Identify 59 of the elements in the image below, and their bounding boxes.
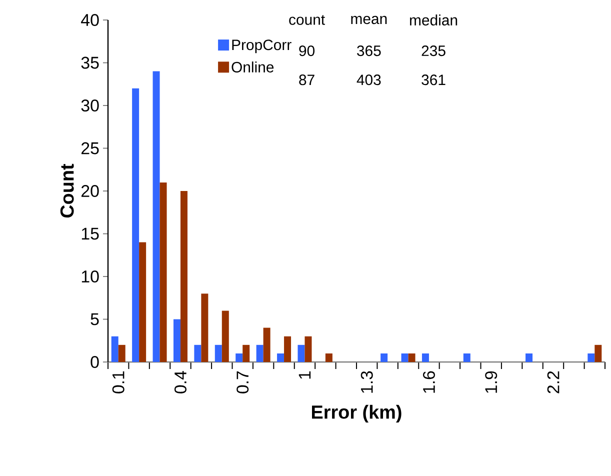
y-tick-label: 0 bbox=[90, 356, 99, 368]
annotation: 235 bbox=[422, 45, 446, 56]
bar bbox=[380, 353, 388, 362]
bar bbox=[401, 353, 408, 362]
bar bbox=[298, 344, 305, 362]
x-tick-label: 2.2 bbox=[547, 371, 560, 394]
bar bbox=[242, 344, 250, 362]
bar bbox=[422, 353, 429, 362]
x-tick-label: 1.3 bbox=[360, 371, 373, 393]
x-axis-title: Error (km) bbox=[312, 404, 402, 423]
y-tick-label: 20 bbox=[82, 185, 99, 197]
bar bbox=[160, 182, 167, 362]
bar bbox=[284, 336, 292, 362]
bar bbox=[139, 242, 146, 362]
y-tick-label: 30 bbox=[81, 100, 99, 112]
x-tick-label: 0.7 bbox=[236, 371, 249, 394]
bar bbox=[236, 353, 243, 362]
annotation: 403 bbox=[356, 74, 381, 86]
bar bbox=[277, 353, 284, 362]
bar bbox=[222, 310, 229, 362]
x-tick-label: 1.9 bbox=[485, 371, 498, 393]
y-tick-label: 25 bbox=[82, 142, 99, 154]
y-tick-label: 10 bbox=[82, 270, 99, 283]
bar bbox=[325, 353, 332, 362]
legend-label: Online bbox=[232, 61, 274, 72]
x-tick-label: 0.4 bbox=[174, 371, 186, 394]
bar bbox=[256, 344, 264, 362]
x-tick-label: 0.1 bbox=[112, 371, 124, 394]
bar bbox=[214, 344, 222, 362]
bar bbox=[594, 344, 602, 362]
y-tick-label: 5 bbox=[90, 313, 99, 326]
y-tick-label: 15 bbox=[82, 228, 99, 240]
bar bbox=[526, 353, 533, 362]
legend-label: PropCorr bbox=[232, 40, 292, 54]
y-tick-label: 35 bbox=[81, 56, 99, 69]
bar bbox=[111, 336, 118, 362]
y-tick-label: 40 bbox=[81, 14, 99, 26]
bar bbox=[118, 344, 126, 362]
bar bbox=[588, 353, 595, 362]
bar bbox=[304, 336, 312, 362]
y-axis-title: Count bbox=[60, 164, 74, 218]
annotation: median bbox=[410, 14, 458, 26]
bar bbox=[152, 71, 160, 362]
x-tick-label: 1.6 bbox=[422, 371, 435, 393]
annotation: mean bbox=[351, 16, 387, 24]
annotation: 361 bbox=[422, 74, 446, 86]
bar bbox=[263, 328, 270, 362]
bar bbox=[463, 353, 470, 362]
bar bbox=[180, 191, 188, 362]
bar bbox=[408, 353, 416, 362]
annotation: 87 bbox=[299, 74, 314, 86]
annotation: count bbox=[289, 15, 325, 25]
x-tick-label: 1 bbox=[298, 371, 311, 379]
bar bbox=[173, 319, 180, 362]
annotation: 90 bbox=[299, 45, 315, 56]
annotation: 365 bbox=[357, 45, 381, 56]
bar bbox=[132, 88, 140, 362]
bar bbox=[201, 294, 208, 362]
bar bbox=[194, 344, 202, 362]
